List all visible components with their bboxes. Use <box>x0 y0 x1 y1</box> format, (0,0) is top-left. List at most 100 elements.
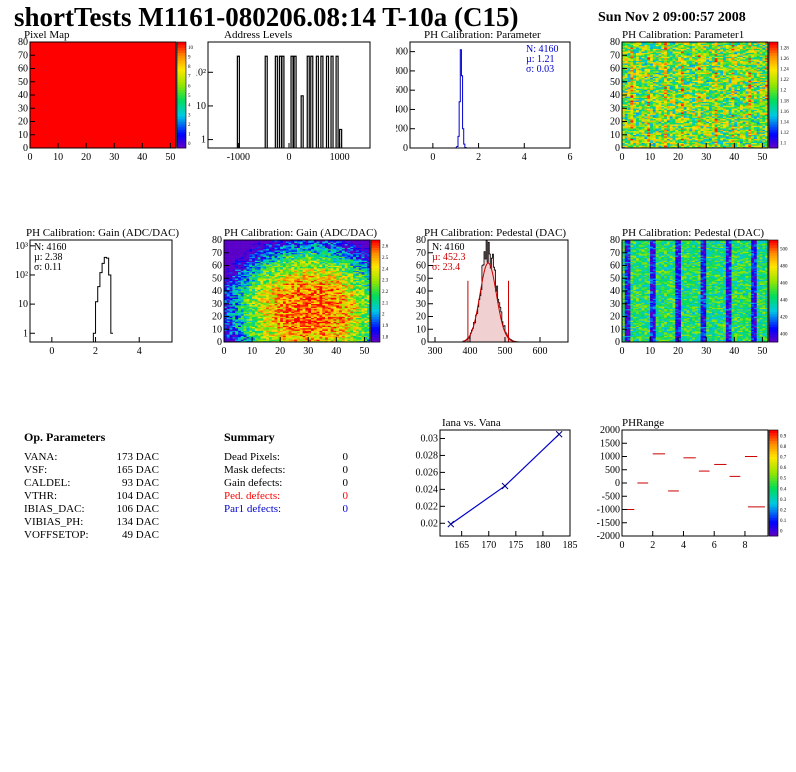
heatmap-cell <box>742 83 746 85</box>
heatmap-cell <box>650 95 654 97</box>
heatmap-cell <box>638 117 642 120</box>
heatmap-cell <box>240 336 244 339</box>
heatmap-cell <box>672 142 676 145</box>
heatmap-cell <box>669 71 673 73</box>
heatmap-cell <box>672 132 676 134</box>
heatmap-cell <box>697 91 701 93</box>
heatmap-cell <box>647 42 651 44</box>
heatmap-cell <box>675 104 679 106</box>
heatmap-cell <box>745 105 749 108</box>
heatmap-cell <box>232 279 236 282</box>
heatmap-cell <box>711 48 715 51</box>
heatmap-cell <box>680 57 685 60</box>
heatmap-cell <box>700 129 704 132</box>
heatmap-cell <box>238 279 242 282</box>
heatmap-cell <box>633 134 637 137</box>
heatmap-cell <box>658 59 662 61</box>
heatmap-cell <box>711 76 715 79</box>
heatmap-cell <box>238 289 242 292</box>
heatmap-cell <box>664 105 668 108</box>
heatmap-cell <box>622 80 626 83</box>
color-bar-step <box>177 84 186 88</box>
heatmap-cell <box>229 331 233 334</box>
heatmap-cell <box>762 52 766 55</box>
heatmap-cell <box>697 56 701 59</box>
heatmap-cell <box>751 106 755 109</box>
heatmap-cell <box>737 96 741 98</box>
heatmap-cell <box>683 129 687 132</box>
heatmap-cell <box>675 69 679 72</box>
heatmap-cell <box>633 116 637 118</box>
heatmap-cell <box>661 79 665 81</box>
heatmap-cell <box>655 128 659 130</box>
heatmap-cell <box>678 138 682 141</box>
heatmap-cell <box>695 45 699 48</box>
heatmap-cell <box>655 124 659 126</box>
heatmap-cell <box>238 257 242 260</box>
heatmap-cell <box>652 125 656 128</box>
heatmap-cell <box>748 68 752 71</box>
heatmap-cell <box>672 64 676 67</box>
heatmap-cell <box>235 317 239 320</box>
heatmap-cell <box>686 52 690 55</box>
heatmap-cell <box>658 85 662 88</box>
heatmap-cell <box>723 133 727 136</box>
heatmap-cell <box>630 53 634 56</box>
heatmap-cell <box>641 88 645 90</box>
heatmap-cell <box>717 106 721 109</box>
heatmap-cell <box>240 240 244 242</box>
heatmap-cell <box>636 84 640 87</box>
heatmap-cell <box>689 97 693 100</box>
heatmap-cell <box>624 60 628 63</box>
heatmap-cell <box>658 79 662 81</box>
heatmap-cell <box>706 141 710 143</box>
heatmap-cell <box>756 64 760 67</box>
heatmap-cell <box>238 291 242 293</box>
heatmap-cell <box>689 110 693 113</box>
heatmap-cell <box>709 87 713 89</box>
heatmap-cell <box>658 93 662 96</box>
heatmap-cell <box>633 56 637 59</box>
heatmap-cell <box>680 98 685 101</box>
heatmap-cell <box>756 77 760 80</box>
heatmap-cell <box>633 101 637 104</box>
heatmap-cell <box>229 321 233 324</box>
heatmap-cell <box>689 42 693 44</box>
heatmap-cell <box>240 299 244 302</box>
heatmap-cell <box>731 68 735 71</box>
heatmap-cell <box>678 113 682 116</box>
heatmap-cell <box>753 96 758 98</box>
heatmap-cell <box>714 92 718 94</box>
heatmap-cell <box>622 102 626 105</box>
heatmap-cell <box>683 42 687 44</box>
heatmap-cell <box>664 47 668 49</box>
heatmap-cell <box>720 141 724 143</box>
heatmap-cell <box>238 283 242 285</box>
heatmap-cell <box>636 122 640 125</box>
heatmap-cell <box>706 121 710 124</box>
heatmap-cell <box>756 45 760 48</box>
heatmap-cell <box>725 75 729 77</box>
heatmap-cell <box>627 68 631 71</box>
heatmap-cell <box>636 80 640 83</box>
heatmap-cell <box>647 137 651 140</box>
heatmap-cell <box>689 105 693 108</box>
heatmap-cell <box>765 144 769 146</box>
heatmap-cell <box>692 51 696 53</box>
heatmap-cell <box>226 336 230 339</box>
heatmap-cell <box>650 65 654 68</box>
heatmap-cell <box>630 79 634 81</box>
heatmap-cell <box>240 259 244 261</box>
heatmap-cell <box>226 285 230 288</box>
heatmap-cell <box>753 91 758 93</box>
bar <box>274 55 278 148</box>
heatmap-cell <box>655 120 659 122</box>
heatmap-cell <box>680 45 685 48</box>
heatmap-cell <box>666 136 671 138</box>
heatmap-cell <box>723 87 727 89</box>
heatmap-cell <box>652 106 656 109</box>
heatmap-cell <box>664 63 668 65</box>
heatmap-cell <box>759 145 763 147</box>
heatmap-cell <box>759 128 763 130</box>
heatmap-cell <box>664 121 668 124</box>
